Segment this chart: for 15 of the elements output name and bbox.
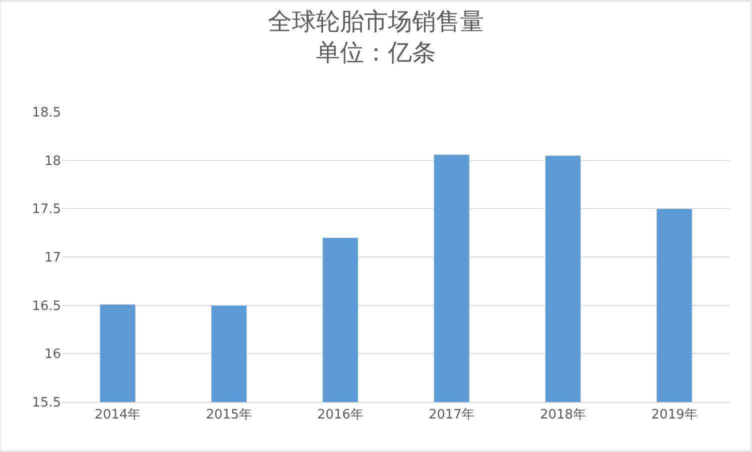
y-tick-label: 17.5: [32, 202, 61, 218]
chart-title: 全球轮胎市场销售量: [268, 7, 484, 36]
y-tick-label: 18: [44, 154, 61, 169]
y-tick-label: 16.5: [32, 298, 61, 314]
y-tick-label: 15.5: [32, 396, 61, 411]
chart-subtitle: 单位：亿条: [316, 38, 436, 67]
x-tick-label: 2014年: [94, 408, 141, 423]
x-tick-label: 2015年: [206, 408, 252, 423]
x-tick-label: 2017年: [428, 408, 475, 423]
y-tick-label: 16: [44, 347, 61, 362]
x-tick-label: 2019年: [651, 408, 698, 423]
x-tick-label: 2016年: [317, 408, 364, 423]
x-tick-label: 2018年: [540, 408, 586, 423]
y-tick-label: 18.5: [32, 106, 61, 121]
y-tick-label: 17: [44, 250, 61, 266]
